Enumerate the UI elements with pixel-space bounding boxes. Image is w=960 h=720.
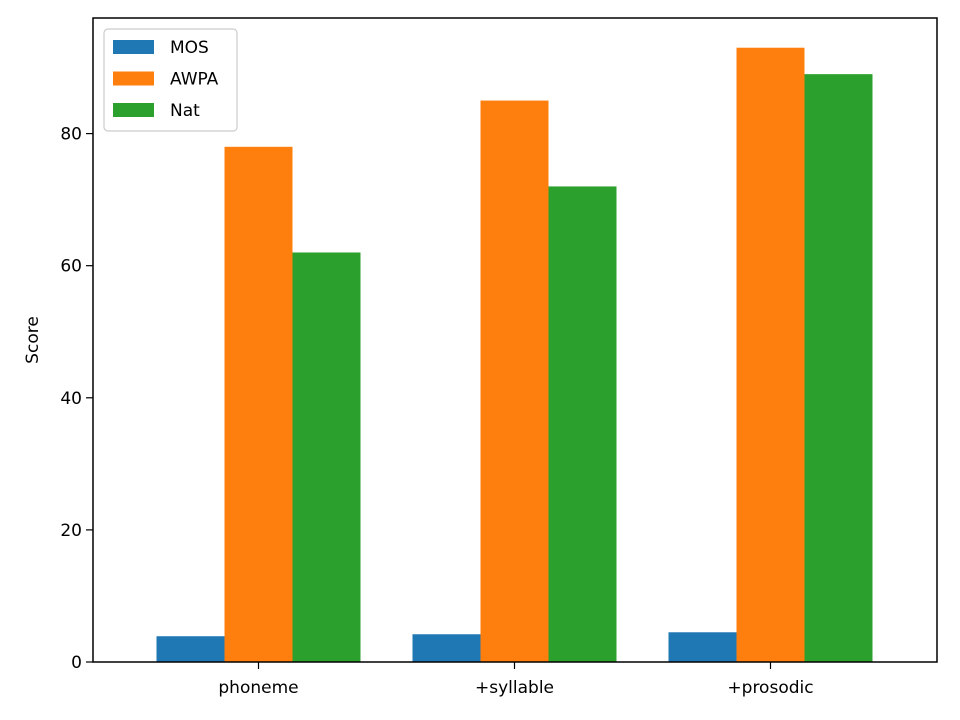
x-axis: phoneme +syllable +prosodic [218, 662, 814, 698]
x-tick-label: +syllable [475, 678, 554, 698]
y-tick-label: 60 [60, 257, 82, 277]
legend: MOS AWPA Nat [103, 28, 238, 132]
bar-nat-0 [292, 252, 361, 662]
bar-awpa-0 [224, 146, 293, 663]
y-tick-label: 80 [60, 125, 82, 145]
y-tick-label: 40 [60, 389, 82, 409]
bar-awpa-1 [480, 100, 549, 663]
bar-mos-2 [668, 632, 737, 662]
bar-awpa-2 [736, 47, 805, 662]
legend-swatch-mos [113, 40, 154, 54]
bar-mos-0 [156, 636, 225, 662]
legend-label-awpa: AWPA [170, 70, 219, 90]
bar-nat-2 [804, 74, 873, 662]
y-tick-label: 20 [60, 521, 82, 541]
bar-mos-1 [412, 634, 481, 662]
bars-group [156, 47, 873, 663]
legend-swatch-nat [113, 103, 154, 117]
y-axis-label: Score [23, 316, 43, 364]
x-tick-label: +prosodic [727, 678, 813, 698]
legend-swatch-awpa [113, 71, 154, 86]
y-tick-label: 0 [71, 653, 82, 673]
x-tick-label: phoneme [218, 678, 298, 698]
y-axis: 0 20 40 60 80 [60, 125, 93, 673]
bar-nat-1 [548, 186, 617, 662]
legend-label-nat: Nat [170, 101, 200, 121]
legend-label-mos: MOS [170, 38, 209, 58]
